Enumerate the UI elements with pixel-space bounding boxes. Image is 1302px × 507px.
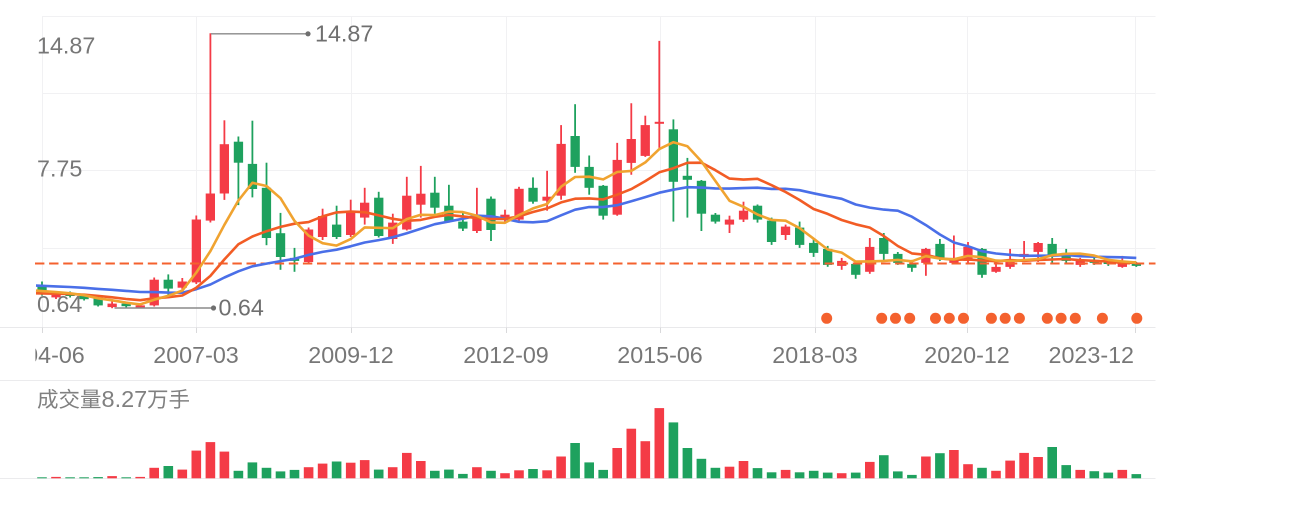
svg-text:2015-06: 2015-06 [617, 342, 703, 368]
svg-text:2007-03: 2007-03 [153, 342, 239, 368]
svg-text:2012-09: 2012-09 [463, 342, 549, 368]
svg-text:2018-03: 2018-03 [772, 342, 858, 368]
svg-text:7.75: 7.75 [37, 156, 82, 182]
svg-text:14.87: 14.87 [37, 33, 95, 59]
svg-text:2023-12: 2023-12 [1049, 342, 1135, 368]
svg-text:2009-12: 2009-12 [308, 342, 394, 368]
svg-text:0.64: 0.64 [219, 295, 264, 321]
svg-text:2020-12: 2020-12 [924, 342, 1010, 368]
svg-text:0.64: 0.64 [37, 291, 82, 317]
svg-text:8.27: 8.27 [102, 386, 148, 412]
svg-text:14.87: 14.87 [315, 21, 373, 47]
